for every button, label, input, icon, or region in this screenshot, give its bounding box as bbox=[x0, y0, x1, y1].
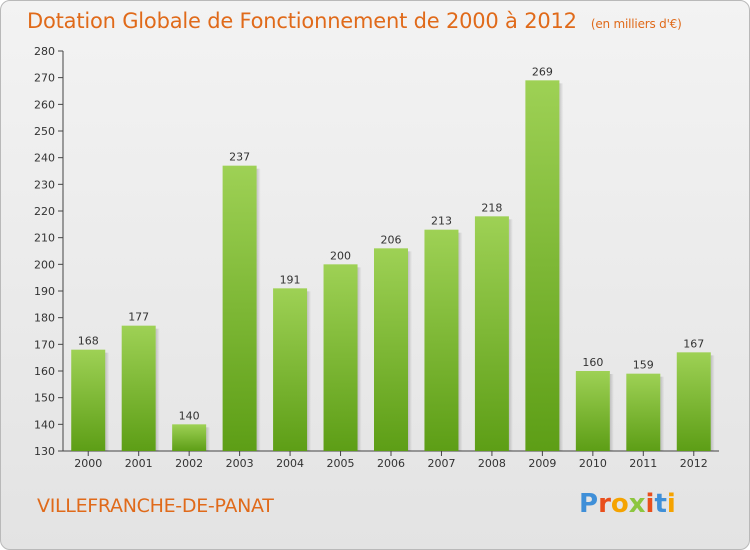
bar-shadow bbox=[105, 352, 110, 451]
y-tick-label: 230 bbox=[34, 178, 55, 191]
value-label-2001: 177 bbox=[128, 311, 149, 324]
y-tick-label: 180 bbox=[34, 312, 55, 325]
value-label-2004: 191 bbox=[280, 273, 301, 286]
x-tick-label: 2004 bbox=[276, 457, 304, 470]
value-label-2003: 237 bbox=[229, 151, 250, 164]
bar-2002 bbox=[172, 424, 207, 451]
y-tick-label: 260 bbox=[34, 98, 55, 111]
y-tick-label: 240 bbox=[34, 152, 55, 165]
logo-letter: P bbox=[579, 489, 599, 519]
x-tick-label: 2000 bbox=[74, 457, 102, 470]
value-label-2011: 159 bbox=[633, 359, 654, 372]
logo-letter: o bbox=[610, 489, 629, 519]
bar-shadow bbox=[408, 251, 412, 451]
x-tick-label: 2001 bbox=[125, 457, 153, 470]
bar-shadow bbox=[508, 219, 513, 451]
x-tick-label: 2012 bbox=[680, 457, 708, 470]
bar-shadow bbox=[559, 83, 564, 451]
bar-shadow bbox=[206, 427, 211, 451]
proxiti-logo: Proxiti bbox=[579, 489, 676, 519]
x-tick-label: 2009 bbox=[528, 457, 556, 470]
y-tick-label: 130 bbox=[34, 445, 55, 458]
y-tick-label: 150 bbox=[34, 392, 55, 405]
y-tick-label: 270 bbox=[34, 72, 55, 85]
y-tick-label: 200 bbox=[34, 258, 55, 271]
x-tick-label: 2008 bbox=[478, 457, 506, 470]
bar-2006 bbox=[374, 248, 408, 451]
y-tick-label: 160 bbox=[34, 365, 55, 378]
bar-2000 bbox=[71, 349, 106, 451]
y-tick-label: 220 bbox=[34, 205, 55, 218]
x-tick-label: 2007 bbox=[427, 457, 455, 470]
axes: 130 140 150 160 170 180 190 200 210 220 230 240 250 2… bbox=[34, 45, 719, 470]
bar-2008 bbox=[474, 216, 509, 451]
logo-letter: i bbox=[645, 489, 655, 519]
bars bbox=[71, 80, 715, 451]
bar-2003 bbox=[222, 165, 257, 451]
value-label-2000: 168 bbox=[78, 335, 99, 348]
commune-name: VILLEFRANCHE-DE-PANAT bbox=[37, 495, 274, 517]
bar-2001 bbox=[121, 325, 156, 451]
bar-shadow bbox=[710, 355, 715, 451]
y-tick-label: 140 bbox=[34, 418, 55, 431]
value-label-2005: 200 bbox=[330, 249, 351, 262]
x-tick-label: 2003 bbox=[226, 457, 254, 470]
x-tick-label: 2011 bbox=[629, 457, 657, 470]
bar-shadow bbox=[256, 168, 261, 451]
value-label-2012: 167 bbox=[683, 337, 704, 350]
y-tick-label: 250 bbox=[34, 125, 55, 138]
bar-2005 bbox=[323, 264, 358, 451]
x-tick-label: 2005 bbox=[327, 457, 355, 470]
bar-2011 bbox=[626, 373, 661, 451]
bar-shadow bbox=[458, 232, 463, 451]
bar-2012 bbox=[676, 352, 711, 451]
x-tick-label: 2002 bbox=[175, 457, 203, 470]
bar-2007 bbox=[424, 229, 459, 451]
bar-shadow bbox=[357, 267, 362, 451]
chart-subtitle: (en milliers d'€) bbox=[590, 17, 682, 31]
bar-shadow bbox=[307, 291, 312, 451]
value-label-2002: 140 bbox=[179, 409, 200, 422]
y-tick-label: 210 bbox=[34, 232, 55, 245]
logo-letter: t bbox=[654, 489, 667, 519]
x-tick-label: 2006 bbox=[377, 457, 405, 470]
bar-shadow bbox=[609, 374, 614, 451]
value-label-2007: 213 bbox=[431, 215, 452, 228]
value-label-2006: 206 bbox=[381, 233, 402, 246]
logo-letter: r bbox=[598, 489, 611, 519]
y-tick-label: 190 bbox=[34, 285, 55, 298]
title-text: Dotation Globale de Fonctionnement de 20… bbox=[27, 9, 577, 33]
x-tick-label: 2010 bbox=[579, 457, 607, 470]
logo-letter: i bbox=[666, 489, 676, 519]
y-tick-label: 170 bbox=[34, 338, 55, 351]
value-label-2008: 218 bbox=[481, 201, 502, 214]
logo-letter: x bbox=[628, 489, 646, 519]
bar-2009 bbox=[525, 80, 560, 451]
bar-2004 bbox=[273, 288, 308, 451]
value-label-2010: 160 bbox=[582, 356, 603, 369]
value-labels: 168 177 140 237 191 200 206 213 218 269 160 159 167 bbox=[78, 65, 705, 422]
bar-shadow bbox=[155, 328, 160, 451]
value-label-2009: 269 bbox=[532, 65, 553, 78]
bar-shadow bbox=[660, 376, 665, 451]
y-tick-label: 280 bbox=[34, 45, 55, 58]
chart-title: Dotation Globale de Fonctionnement de 20… bbox=[27, 9, 682, 33]
bar-2010 bbox=[575, 371, 610, 451]
